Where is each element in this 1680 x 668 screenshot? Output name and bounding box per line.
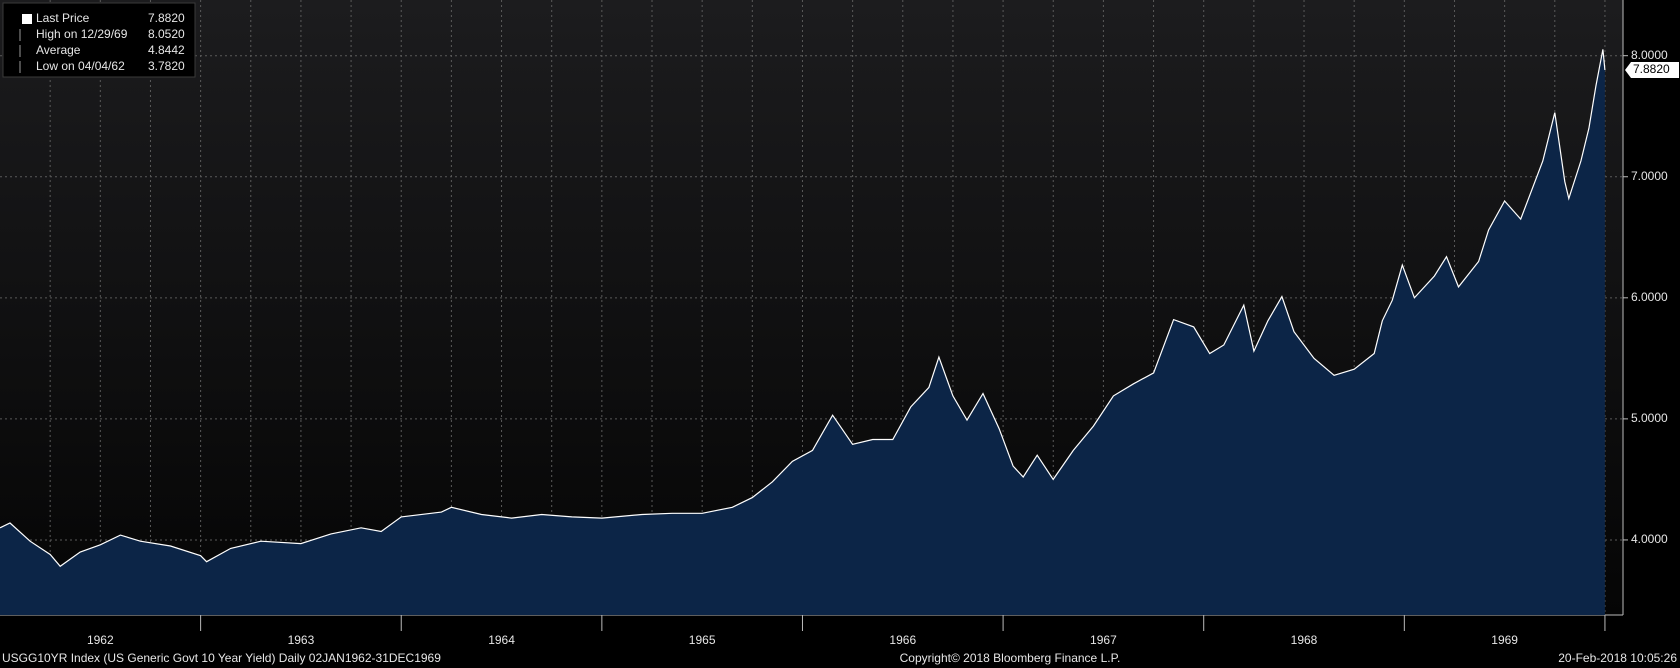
legend-value: 4.8442 xyxy=(148,43,185,57)
y-tick-label: 7.0000 xyxy=(1631,169,1668,183)
legend-value: 3.7820 xyxy=(148,59,185,73)
legend-value: 7.8820 xyxy=(148,11,185,25)
y-tick-label: 5.0000 xyxy=(1631,411,1668,425)
legend-box xyxy=(2,2,196,78)
legend-swatch xyxy=(22,14,32,24)
x-tick-label: 1964 xyxy=(488,633,515,647)
legend-label: Last Price xyxy=(36,11,90,25)
x-tick-label: 1966 xyxy=(889,633,916,647)
footer-timestamp: 20-Feb-2018 10:05:26 xyxy=(1558,651,1677,665)
x-tick-label: 1968 xyxy=(1291,633,1318,647)
footer-index: USGG10YR Index (US Generic Govt 10 Year … xyxy=(2,651,441,665)
footer-copyright: Copyright© 2018 Bloomberg Finance L.P. xyxy=(900,651,1121,665)
x-tick-label: 1963 xyxy=(288,633,315,647)
y-tick-label: 8.0000 xyxy=(1631,48,1668,62)
y-tick-label: 6.0000 xyxy=(1631,290,1668,304)
plot xyxy=(0,0,1623,615)
x-tick-label: 1967 xyxy=(1090,633,1117,647)
last-price-label: 7.8820 xyxy=(1633,62,1670,76)
area-fill xyxy=(0,49,1605,615)
x-tick-label: 1969 xyxy=(1491,633,1518,647)
legend-value: 8.0520 xyxy=(148,27,185,41)
x-tick-label: 1962 xyxy=(87,633,114,647)
legend: Last Price 7.8820 High on 12/29/69 8.0520 Av… xyxy=(2,2,196,78)
legend-label: Low on 04/04/62 xyxy=(36,59,125,73)
axis-background xyxy=(0,615,1680,668)
last-price-tag xyxy=(1625,61,1679,78)
x-tick-label: 1965 xyxy=(689,633,716,647)
legend-label: High on 12/29/69 xyxy=(36,27,128,41)
price-line xyxy=(0,49,1606,568)
legend-label: Average xyxy=(36,43,81,57)
y-tick-label: 4.0000 xyxy=(1631,532,1668,546)
